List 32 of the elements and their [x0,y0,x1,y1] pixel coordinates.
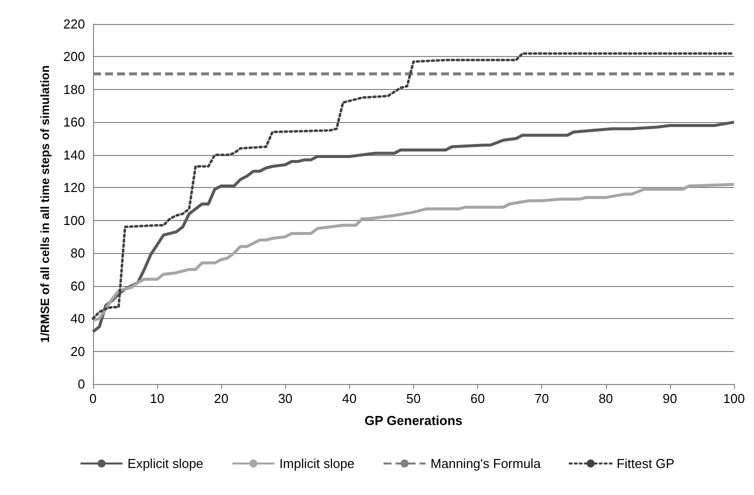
y-tick-label: 140 [63,147,85,162]
x-tick-label: 30 [278,391,293,406]
x-tick-label: 90 [662,391,678,406]
y-tick-label: 60 [70,278,85,294]
x-tick-label: 70 [534,391,549,406]
line-series [92,120,736,334]
legend-label: Fittest GP [616,456,674,471]
y-tick-label: 100 [63,212,85,228]
x-tick-label: 100 [723,391,745,406]
y-tick-label: 180 [63,82,85,97]
x-tick-label: 0 [89,391,97,406]
legend-label: Implicit slope [279,456,355,471]
y-tick-label: 20 [70,344,85,359]
y-tick-label: 160 [63,114,85,130]
y-tick-label: 80 [70,246,85,261]
x-tick-label: 20 [214,391,228,406]
x-axis-title: GP Generations [364,413,463,428]
line-series [92,52,736,320]
y-tick-label: 0 [78,376,85,392]
x-tick-label: 60 [470,391,485,406]
y-tick-label: 40 [70,311,85,326]
line-series [92,182,736,322]
x-tick-label: 50 [406,391,421,406]
x-tick-label: 40 [342,391,357,406]
x-tick-label: 80 [598,391,614,406]
y-tick-label: 120 [63,180,85,196]
legend-label: Explicit slope [128,456,204,471]
y-tick-label: 200 [63,49,85,64]
x-tick-label: 10 [150,391,164,406]
y-tick-label: 220 [63,16,85,32]
y-axis-title: 1/RMSE of all cells in all time steps of simulation [38,65,52,343]
legend-label: Manning's Formula [430,456,542,471]
